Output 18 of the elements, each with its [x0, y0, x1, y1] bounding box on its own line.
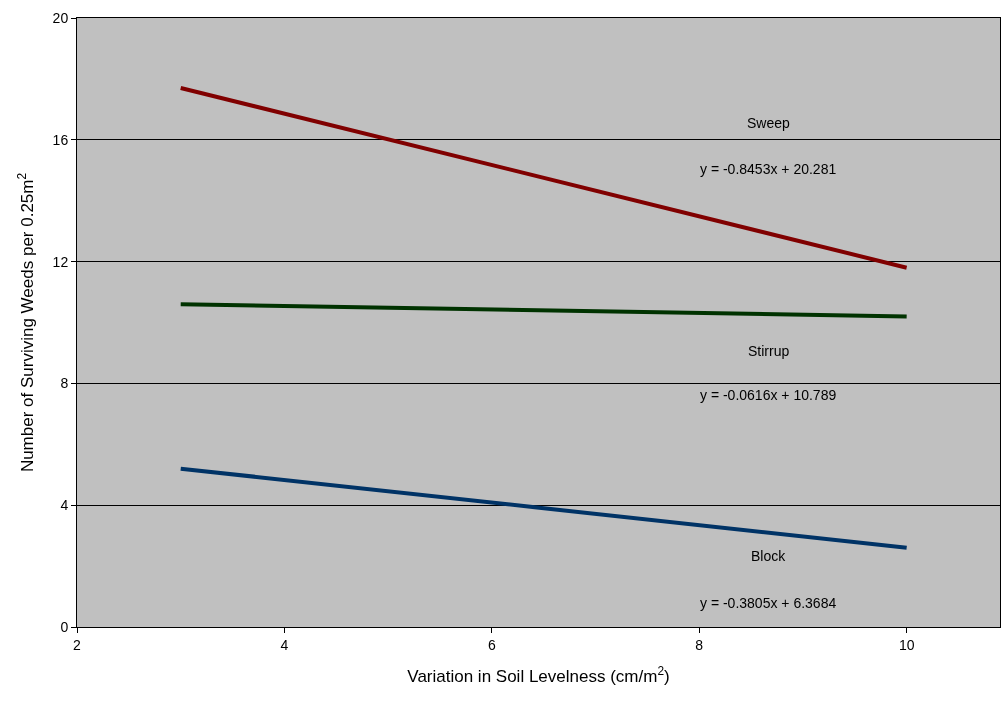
annotation: y = -0.8453x + 20.281 [700, 161, 837, 177]
y-tick-label: 12 [52, 253, 69, 270]
x-axis-title: Variation in Soil Levelness (cm/m$^{2}$) [407, 664, 670, 687]
annotation: Block [751, 548, 787, 564]
x-tick-label: 8 [695, 636, 704, 653]
y-tick-label: 0 [60, 618, 69, 635]
x-tick-label: 10 [898, 636, 915, 653]
y-tick-label: 16 [52, 131, 69, 148]
annotation: Sweep [747, 115, 791, 131]
y-tick-label: 20 [52, 9, 69, 26]
y-tick-label: 4 [60, 497, 69, 514]
annotation: Stirrup [748, 343, 790, 359]
x-tick-label: 2 [73, 636, 82, 653]
x-tick-label: 6 [487, 636, 496, 653]
annotation: y = -0.0616x + 10.789 [700, 387, 837, 403]
y-tick-label: 8 [60, 375, 69, 392]
annotation: y = -0.3805x + 6.3684 [700, 595, 837, 611]
x-tick-label: 4 [280, 636, 289, 653]
